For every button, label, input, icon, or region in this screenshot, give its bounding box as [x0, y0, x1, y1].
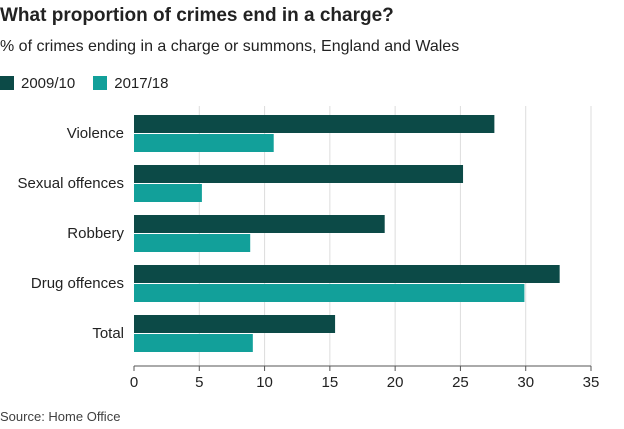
legend-swatch-2009-10 — [0, 76, 14, 90]
bar-total-2009-10 — [134, 315, 336, 333]
legend-swatch-2017-18 — [93, 76, 108, 90]
category-label-sexual-offences: Sexual offences — [18, 175, 124, 192]
legend: 2009/10 2017/18 — [0, 73, 186, 93]
category-label-drug-offences: Drug offences — [31, 275, 124, 292]
category-label-violence: Violence — [67, 125, 124, 142]
x-tick-label-10: 10 — [256, 374, 273, 391]
x-tick-label-20: 20 — [387, 374, 404, 391]
bar-drug-offences-2017-18 — [134, 284, 525, 302]
bar-robbery-2009-10 — [134, 215, 385, 233]
x-tick-label-35: 35 — [583, 374, 600, 391]
x-tick-label-0: 0 — [130, 374, 138, 391]
bar-sexual-offences-2009-10 — [134, 165, 464, 183]
x-tick-label-30: 30 — [517, 374, 534, 391]
bar-total-2017-18 — [134, 334, 253, 352]
bar-drug-offences-2009-10 — [134, 265, 560, 283]
x-tick-label-5: 5 — [195, 374, 203, 391]
source-note: Source: Home Office — [0, 409, 121, 424]
legend-item-2017-18: 2017/18 — [93, 75, 168, 92]
bar-violence-2009-10 — [134, 115, 495, 133]
x-tick-label-25: 25 — [452, 374, 469, 391]
bar-robbery-2017-18 — [134, 234, 251, 252]
bar-sexual-offences-2017-18 — [134, 184, 202, 202]
category-label-robbery: Robbery — [67, 225, 124, 242]
legend-label-2009-10: 2009/10 — [21, 74, 76, 92]
x-tick-label-15: 15 — [322, 374, 339, 391]
legend-item-2009-10: 2009/10 — [0, 75, 75, 92]
chart-title: What proportion of crimes end in a charg… — [0, 5, 394, 26]
category-label-total: Total — [92, 325, 124, 342]
chart-subtitle: % of crimes ending in a charge or summon… — [0, 38, 460, 55]
legend-label-2017-18: 2017/18 — [114, 74, 169, 92]
bar-violence-2017-18 — [134, 134, 274, 152]
